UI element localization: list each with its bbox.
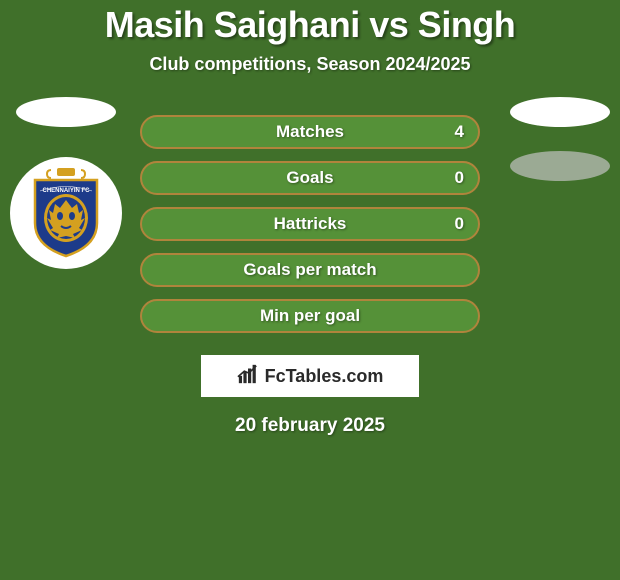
player-shadow-left [16, 97, 116, 127]
page-title: Masih Saighani vs Singh [0, 4, 620, 46]
stat-label: Goals per match [243, 260, 376, 280]
fctables-text: FcTables.com [265, 366, 384, 387]
stat-goals: Goals 0 [140, 161, 480, 195]
stat-label: Goals [286, 168, 333, 188]
stat-matches: Matches 4 [140, 115, 480, 149]
stat-label: Matches [276, 122, 344, 142]
main-area: CHENNAIYIN FC Matches 4 Goals 0 [0, 115, 620, 437]
club-shield-icon: CHENNAIYIN FC [27, 168, 105, 258]
stat-label: Hattricks [274, 214, 347, 234]
stats-list: Matches 4 Goals 0 Hattricks 0 Goals per … [140, 115, 480, 333]
left-badges: CHENNAIYIN FC [10, 97, 122, 269]
stat-value-right: 4 [455, 122, 464, 142]
stat-hattricks: Hattricks 0 [140, 207, 480, 241]
right-badges [510, 97, 610, 181]
stat-value-right: 0 [455, 214, 464, 234]
date-text: 20 february 2025 [0, 415, 620, 437]
fctables-badge: FcTables.com [201, 355, 419, 397]
club-shadow-right [510, 151, 610, 181]
player-shadow-right [510, 97, 610, 127]
stat-min-per-goal: Min per goal [140, 299, 480, 333]
stat-label: Min per goal [260, 306, 360, 326]
stat-value-right: 0 [455, 168, 464, 188]
club-name-text: CHENNAIYIN FC [42, 188, 90, 194]
club-badge-left: CHENNAIYIN FC [10, 157, 122, 269]
page-subtitle: Club competitions, Season 2024/2025 [0, 54, 620, 75]
stat-goals-per-match: Goals per match [140, 253, 480, 287]
bar-chart-icon [237, 363, 259, 390]
